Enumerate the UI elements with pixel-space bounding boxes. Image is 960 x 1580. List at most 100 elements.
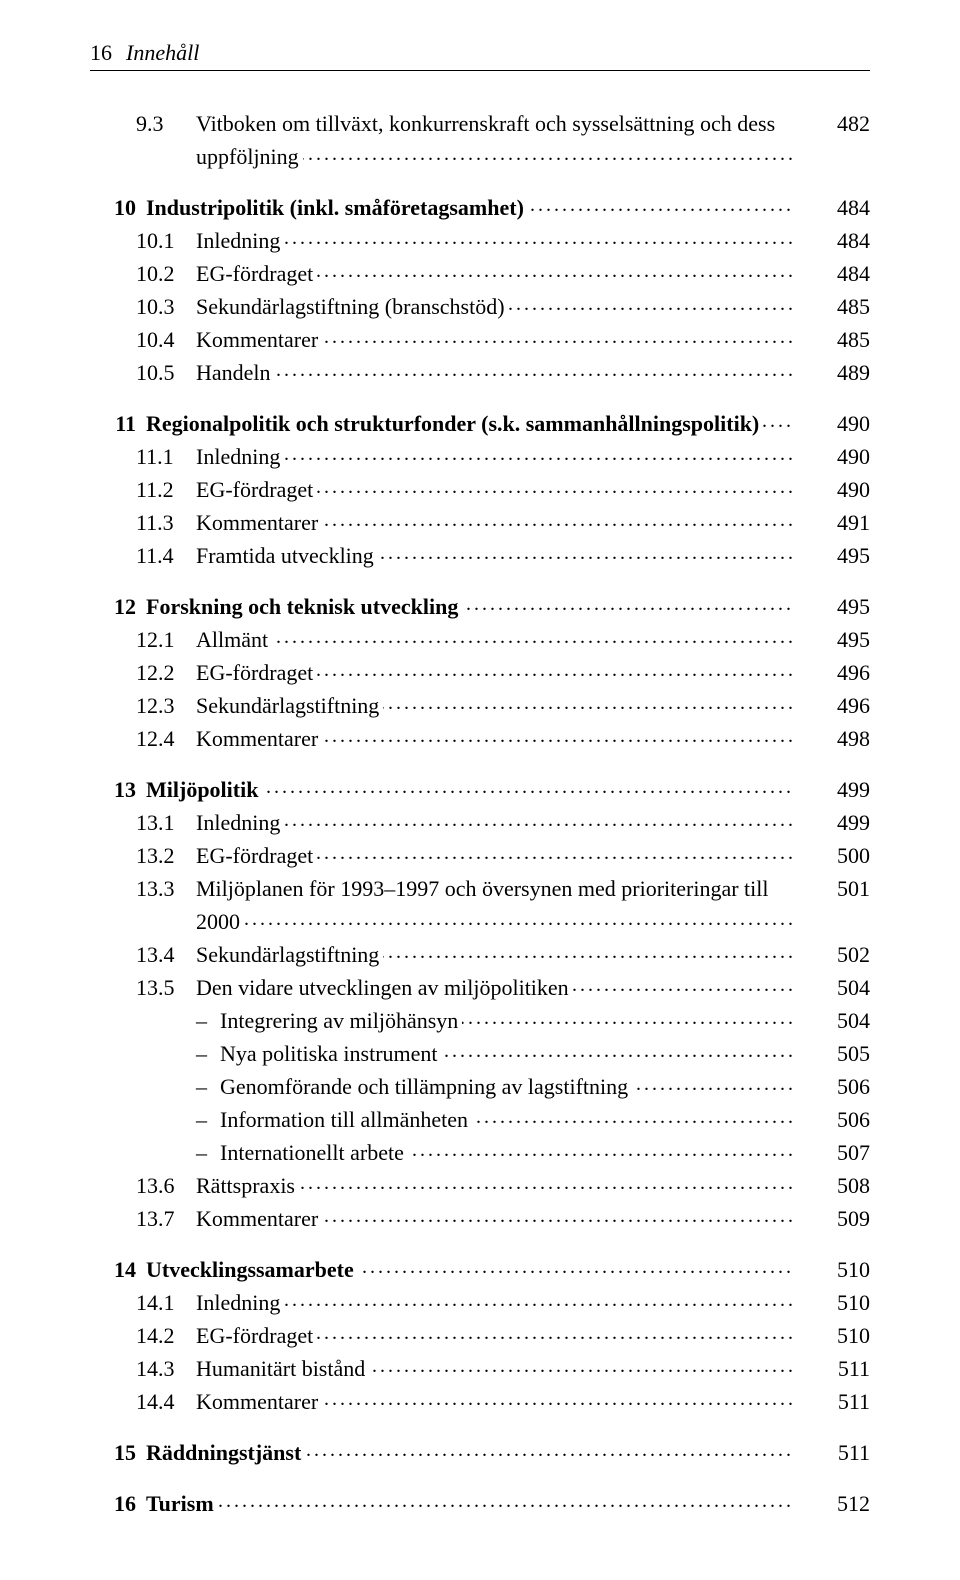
leader-dots: ........................................… xyxy=(196,623,792,652)
toc-section-number: 12.4 xyxy=(136,722,196,755)
table-of-contents: 9.3.....................................… xyxy=(90,107,870,1520)
toc-section-label: Inledning xyxy=(196,444,284,469)
toc-page-number: 499 xyxy=(792,773,870,806)
toc-entry: 14......................................… xyxy=(90,1253,870,1286)
document-page: 16 Innehåll 9.3.........................… xyxy=(0,0,960,1580)
toc-chapter-number: 11 xyxy=(90,407,146,440)
toc-section-number: 14.3 xyxy=(136,1352,196,1385)
section-gap xyxy=(90,572,870,590)
toc-page-number: 510 xyxy=(792,1319,870,1352)
toc-chapter-number: 16 xyxy=(90,1487,146,1520)
toc-entry: 16......................................… xyxy=(90,1487,870,1520)
toc-section-label: Kommentarer xyxy=(196,327,322,352)
toc-section-number: 10.2 xyxy=(136,257,196,290)
toc-section-label: Handeln xyxy=(196,360,275,385)
dash-bullet: – xyxy=(196,1070,220,1103)
toc-section-number: 9.3 xyxy=(136,107,196,140)
toc-page-number: 496 xyxy=(792,689,870,722)
toc-section-number: 11.1 xyxy=(136,440,196,473)
dash-bullet: – xyxy=(196,1004,220,1037)
toc-section-number: 13.3 xyxy=(136,872,196,905)
toc-chapter-label: Turism xyxy=(146,1491,218,1516)
section-gap xyxy=(90,755,870,773)
toc-page-number: 504 xyxy=(792,971,870,1004)
toc-entry: 13.7....................................… xyxy=(90,1202,870,1235)
toc-entry: 14.4....................................… xyxy=(90,1385,870,1418)
toc-entry: 15......................................… xyxy=(90,1436,870,1469)
toc-section-number: 10.5 xyxy=(136,356,196,389)
toc-entry: 9.3.....................................… xyxy=(90,107,870,173)
leader-dots: ........................................… xyxy=(196,806,792,835)
toc-page-number: 511 xyxy=(792,1385,870,1418)
toc-section-label: EG-fördraget xyxy=(196,477,317,502)
toc-section-number: 12.1 xyxy=(136,623,196,656)
toc-entry: 13.5....................................… xyxy=(90,971,870,1004)
toc-entry: 13......................................… xyxy=(90,773,870,806)
toc-entry: 10.1....................................… xyxy=(90,224,870,257)
toc-section-label: EG-fördraget xyxy=(196,1323,317,1348)
toc-section-number: 12.3 xyxy=(136,689,196,722)
toc-chapter-label: Forskning och teknisk utveckling xyxy=(146,594,462,619)
toc-page-number: 507 xyxy=(792,1136,870,1169)
toc-page-number: 510 xyxy=(792,1253,870,1286)
toc-page-number: 484 xyxy=(792,224,870,257)
toc-section-number: 14.2 xyxy=(136,1319,196,1352)
toc-entry: –.......................................… xyxy=(90,1103,870,1136)
toc-entry: –.......................................… xyxy=(90,1004,870,1037)
toc-entry: 11.3....................................… xyxy=(90,506,870,539)
toc-entry: 12.2....................................… xyxy=(90,656,870,689)
toc-page-number: 489 xyxy=(792,356,870,389)
toc-page-number: 509 xyxy=(792,1202,870,1235)
leader-dots: ........................................… xyxy=(196,356,792,385)
toc-entry: –.......................................… xyxy=(90,1136,870,1169)
toc-page-number: 501 xyxy=(792,872,870,905)
toc-entry: –.......................................… xyxy=(90,1070,870,1103)
toc-entry: 12.1....................................… xyxy=(90,623,870,656)
toc-chapter-number: 15 xyxy=(90,1436,146,1469)
toc-page-number: 499 xyxy=(792,806,870,839)
toc-section-label: Kommentarer xyxy=(196,726,322,751)
toc-section-number: 13.1 xyxy=(136,806,196,839)
toc-section-number: 11.2 xyxy=(136,473,196,506)
toc-page-number: 504 xyxy=(792,1004,870,1037)
toc-entry: 12.3....................................… xyxy=(90,689,870,722)
toc-page-number: 502 xyxy=(792,938,870,971)
toc-entry: 11.2....................................… xyxy=(90,473,870,506)
running-head-title: Innehåll xyxy=(126,40,199,66)
toc-chapter-label: Industripolitik (inkl. småföretagsamhet) xyxy=(146,195,528,220)
toc-entry: 11.4....................................… xyxy=(90,539,870,572)
toc-chapter-label: Regionalpolitik och strukturfonder (s.k.… xyxy=(146,411,763,436)
toc-page-number: 482 xyxy=(792,107,870,140)
toc-entry: 12.4....................................… xyxy=(90,722,870,755)
toc-page-number: 496 xyxy=(792,656,870,689)
toc-section-number: 14.4 xyxy=(136,1385,196,1418)
toc-section-number: 10.3 xyxy=(136,290,196,323)
toc-subitem-label: Genomförande och tillämpning av lagstift… xyxy=(220,1074,632,1099)
toc-page-number: 495 xyxy=(792,539,870,572)
toc-section-number: 10.1 xyxy=(136,224,196,257)
toc-entry: 10.2....................................… xyxy=(90,257,870,290)
toc-page-number: 490 xyxy=(792,407,870,440)
toc-section-label: Humanitärt bistånd xyxy=(196,1356,369,1381)
toc-entry: –.......................................… xyxy=(90,1037,870,1070)
toc-page-number: 511 xyxy=(792,1436,870,1469)
page-number: 16 xyxy=(90,40,112,66)
toc-section-label: Inledning xyxy=(196,228,284,253)
toc-section-number: 10.4 xyxy=(136,323,196,356)
dash-bullet: – xyxy=(196,1037,220,1070)
toc-entry: 14.1....................................… xyxy=(90,1286,870,1319)
section-gap xyxy=(90,389,870,407)
toc-section-label: Framtida utveckling xyxy=(196,543,378,568)
toc-chapter-label: Utvecklingssamarbete xyxy=(146,1257,358,1282)
toc-section-label: Inledning xyxy=(196,810,284,835)
toc-page-number: 484 xyxy=(792,257,870,290)
toc-section-label: Rättspraxis xyxy=(196,1173,299,1198)
toc-page-number: 498 xyxy=(792,722,870,755)
toc-page-number: 490 xyxy=(792,473,870,506)
toc-subitem-label: Nya politiska instrument xyxy=(220,1041,442,1066)
toc-page-number: 506 xyxy=(792,1103,870,1136)
toc-entry: 13.3....................................… xyxy=(90,872,870,938)
toc-page-number: 510 xyxy=(792,1286,870,1319)
toc-section-number: 13.6 xyxy=(136,1169,196,1202)
toc-entry: 13.1....................................… xyxy=(90,806,870,839)
